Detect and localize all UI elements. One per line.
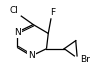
Text: Cl: Cl [9, 6, 18, 15]
Text: N: N [14, 28, 21, 37]
Text: Br: Br [80, 55, 90, 64]
Text: F: F [50, 8, 55, 17]
Text: N: N [28, 51, 35, 60]
